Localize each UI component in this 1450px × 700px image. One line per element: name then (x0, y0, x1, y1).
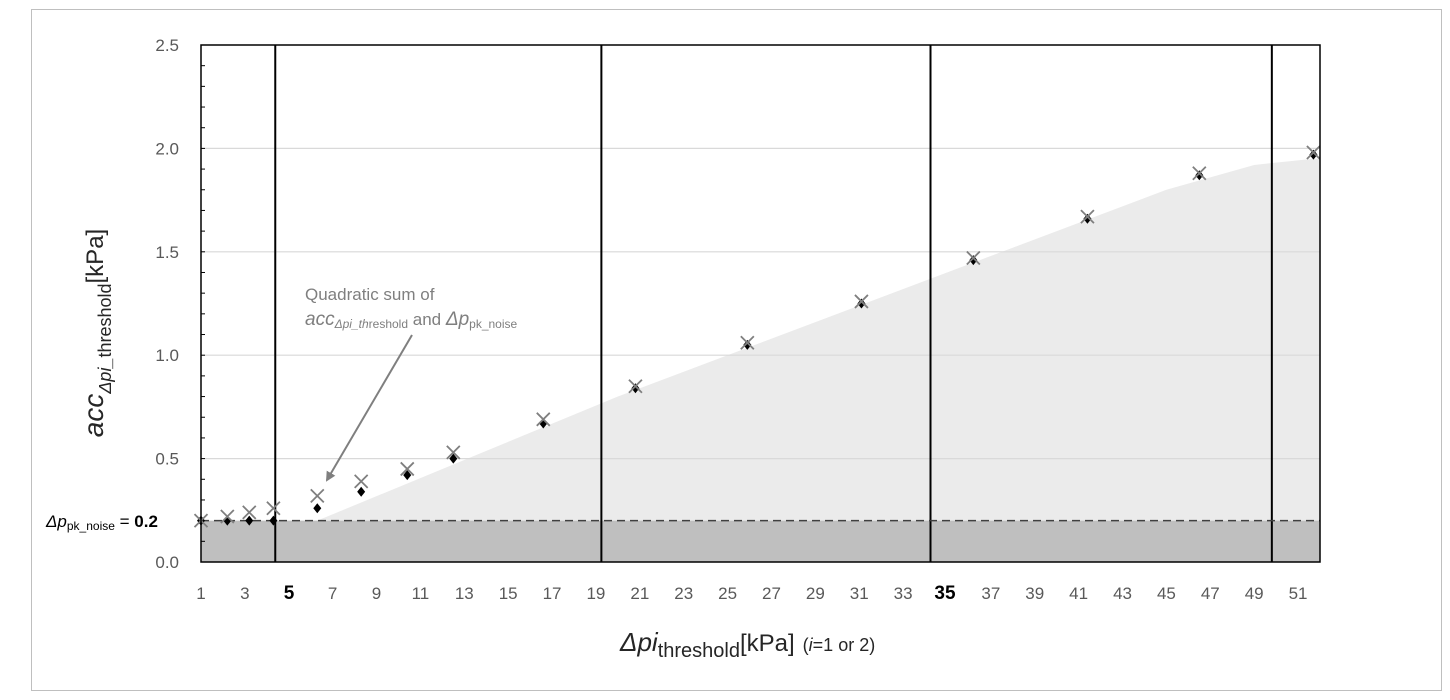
annotation-line-1: Quadratic sum of (305, 285, 435, 304)
annotation-arrow (325, 334, 413, 482)
data-point-diamond (857, 298, 866, 309)
x-tick-label: 7 (328, 584, 337, 603)
data-point-x (266, 501, 281, 516)
y-axis-title: accΔpi_threshold[kPa] (78, 229, 115, 437)
x-tick-label: 47 (1201, 584, 1220, 603)
x-tick-label: 13 (455, 584, 474, 603)
x-tick-label: 37 (981, 584, 1000, 603)
data-point-x (740, 335, 755, 350)
y-tick-label: 1.0 (155, 346, 179, 365)
data-point-x (446, 445, 461, 460)
x-tick-label: 27 (762, 584, 781, 603)
noise-band (201, 520, 1320, 562)
data-point-x (854, 294, 869, 309)
data-point-diamond (449, 453, 458, 464)
x-tick-label: 41 (1069, 584, 1088, 603)
data-point-diamond (269, 515, 278, 526)
y-tick-label: 2.0 (155, 139, 179, 158)
y-tick-label: 0.5 (155, 450, 179, 469)
x-tick-label: 49 (1245, 584, 1264, 603)
y-tick-label: 2.5 (155, 36, 179, 55)
data-point-x (310, 488, 325, 503)
plot-area-border (200, 44, 1321, 563)
data-point-diamond (743, 339, 752, 350)
data-point-x (628, 379, 643, 394)
x-tick-label: 25 (718, 584, 737, 603)
data-point-x (220, 509, 235, 524)
x-tick-label: 45 (1157, 584, 1176, 603)
data-point-x (966, 250, 981, 266)
data-point-x (242, 505, 257, 520)
shaded-area (317, 158, 1321, 521)
data-point-diamond (313, 503, 322, 514)
data-point-x (1080, 209, 1095, 224)
x-tick-label: 21 (630, 584, 649, 603)
x-tick-label: 15 (499, 584, 518, 603)
x-tick-label: 33 (894, 584, 913, 603)
data-point-x (400, 461, 415, 477)
x-tick-label: 29 (806, 584, 825, 603)
x-tick-label: 43 (1113, 584, 1132, 603)
x-tick-label: 51 (1289, 584, 1308, 603)
data-point-diamond (1309, 149, 1318, 160)
data-point-diamond (245, 515, 254, 526)
x-tick-label: 9 (372, 584, 381, 603)
data-point-x (1192, 166, 1207, 181)
x-tick-label: 1 (196, 584, 205, 603)
y-tick-label: 0.0 (155, 553, 179, 572)
data-point-x (536, 412, 551, 427)
annotation-line-2: accΔpi_threshold and Δppk_noise (305, 309, 518, 331)
data-point-diamond (631, 383, 640, 394)
x-tick-label: 23 (674, 584, 693, 603)
data-point-x (354, 474, 369, 489)
noise-level-label: Δppk_noise = 0.2 (45, 512, 158, 533)
data-point-diamond (969, 255, 978, 266)
x-tick-label: 31 (850, 584, 869, 603)
x-tick-label: 35 (934, 583, 956, 604)
data-point-diamond (1195, 170, 1204, 181)
x-tick-label: 17 (543, 584, 562, 603)
x-tick-label: 5 (284, 583, 295, 604)
x-tick-label: 39 (1025, 584, 1044, 603)
x-tick-label: 3 (240, 584, 249, 603)
x-tick-label: 19 (586, 584, 605, 603)
y-tick-label: 1.5 (155, 243, 179, 262)
data-point-diamond (1083, 213, 1092, 224)
data-point-diamond (357, 486, 366, 497)
data-point-x (1306, 145, 1321, 160)
data-point-diamond (403, 470, 412, 481)
x-axis-title: Δpithreshold[kPa] (i=1 or 2) (619, 627, 875, 662)
x-tick-label: 11 (412, 584, 430, 603)
